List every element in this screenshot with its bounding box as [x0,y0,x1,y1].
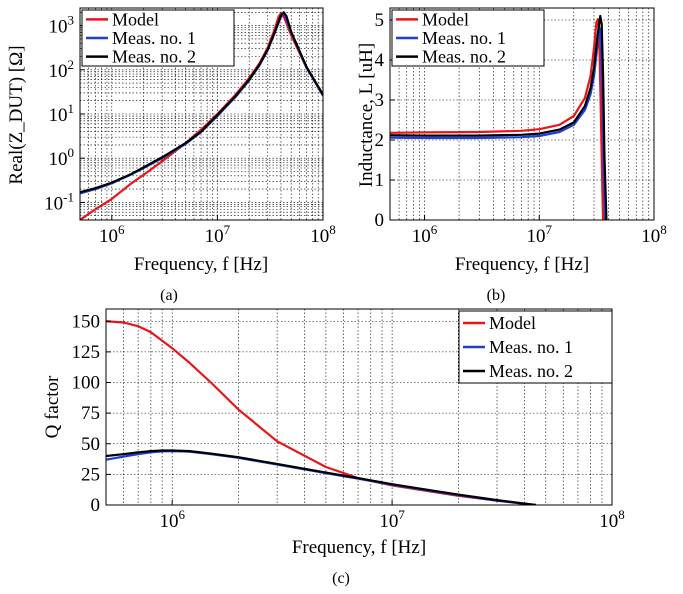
y-tick-label: 125 [72,342,101,363]
y-axis-title: Inductance, L [uH] [356,43,377,187]
legend-label: Model [422,9,469,29]
legend-label: Model [112,9,159,29]
x-axis-title: Frequency, f [Hz] [292,537,426,558]
x-tick-label: 108 [641,222,667,247]
y-tick-label: 2 [375,130,385,151]
axes-frame [105,308,613,506]
x-tick-label: 108 [310,222,336,247]
legend-label: Meas. no. 2 [489,361,573,381]
caption-b: (b) [487,287,506,304]
y-tick-label: 0 [375,210,385,231]
x-tick-label: 107 [527,222,553,247]
x-tick-label: 106 [159,507,185,532]
series-line-3 [106,449,536,505]
chart-panel-a: (a) 106 107 108 10-1 100 101 102 103 Frequency, … [6,7,336,304]
y-tick-label: 103 [49,13,75,38]
series-group [106,320,536,505]
x-axis-title: Frequency, f [Hz] [134,254,268,275]
series-group [80,11,323,220]
legend-label: Meas. no. 1 [489,337,573,357]
y-tick-label: 3 [375,90,385,111]
y-tick-label: 1 [375,170,385,191]
y-tick-label: 4 [375,50,385,71]
y-axis-title: Real(Z_DUT) [Ω] [6,45,27,184]
legend-label: Meas. no. 1 [422,28,506,48]
legend-label: Meas. no. 1 [112,28,196,48]
y-tick-label: 10-1 [44,189,74,214]
x-tick-label: 106 [412,222,438,247]
chart-panel-b: (b) 106 107 108 0 1 2 3 4 5 Frequency, f [Hz] Indu… [356,7,667,304]
caption-a: (a) [160,287,178,304]
y-tick-label: 101 [49,101,75,126]
legend-label: Model [489,313,536,333]
x-tick-label: 107 [205,222,231,247]
series-line-3 [390,14,608,220]
x-tick-label: 108 [599,507,625,532]
legend: Model Meas. no. 1 Meas. no. 2 [458,310,613,384]
caption-c: (c) [332,570,350,587]
y-axis-title: Q factor [42,375,63,438]
y-tick-label: 75 [81,403,100,424]
y-tick-label: 50 [81,434,100,455]
x-tick-label: 107 [379,507,405,532]
series-group [390,14,608,220]
series-line-3 [80,11,323,194]
y-tick-label: 102 [49,57,75,82]
x-tick-label: 106 [99,222,125,247]
y-tick-label: 100 [72,373,101,394]
y-tick-label: 150 [72,311,101,332]
y-tick-label: 0 [91,495,101,516]
y-tick-label: 100 [49,145,75,170]
y-tick-label: 25 [81,464,100,485]
chart-panel-c: (c) 106 107 108 0 25 50 75 100 125 150 Frequency, … [42,308,625,587]
y-tick-label: 5 [375,10,385,31]
grid [106,309,612,505]
axes-frame [389,7,655,221]
x-axis-title: Frequency, f [Hz] [455,254,589,275]
series-line-1 [390,18,605,220]
legend-label: Meas. no. 2 [422,47,506,67]
legend-label: Meas. no. 2 [112,47,196,67]
